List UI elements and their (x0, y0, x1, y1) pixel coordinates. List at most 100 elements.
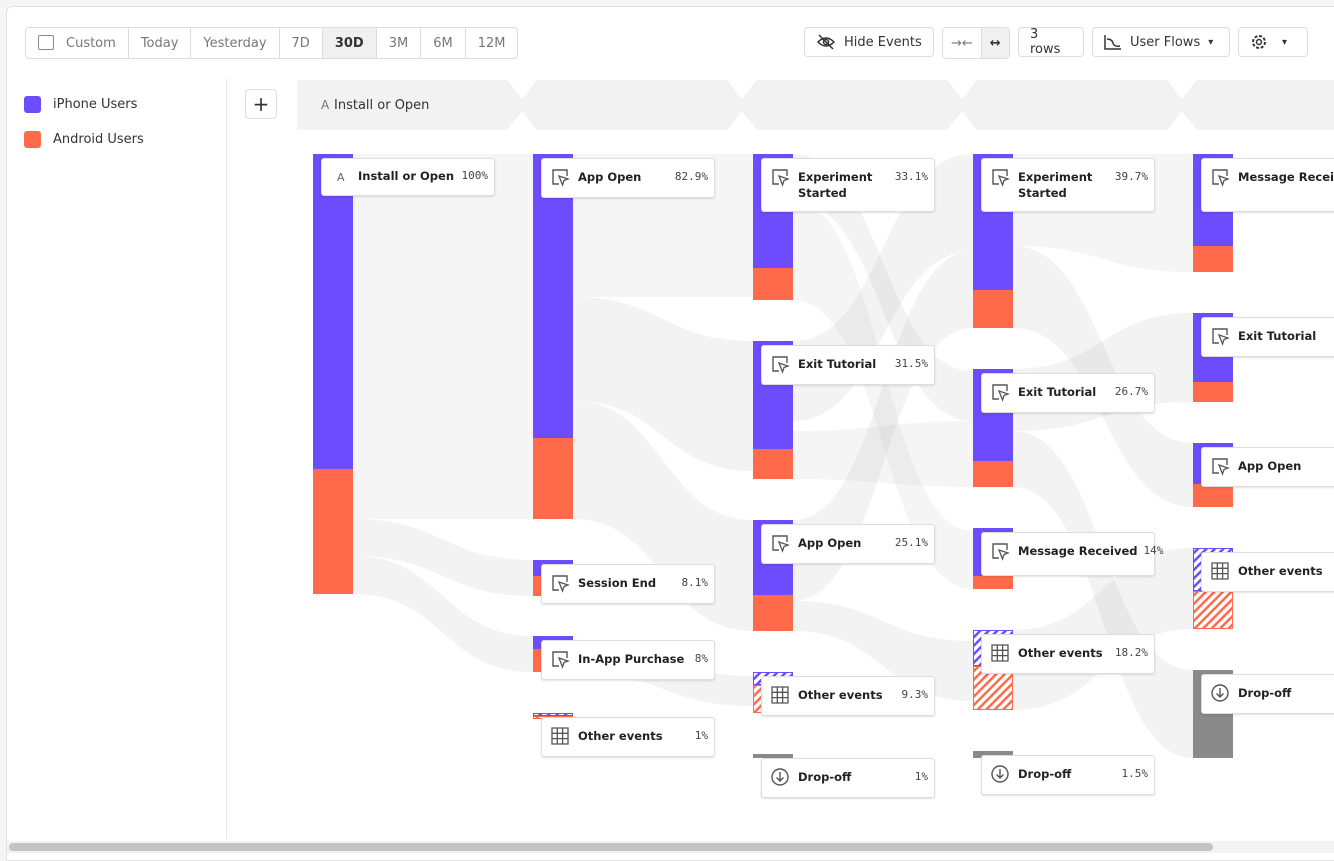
cursor-icon (997, 174, 1010, 187)
scrollbar[interactable] (7, 841, 1334, 853)
node-label: Message Received (1018, 544, 1138, 558)
node-card[interactable]: Other events 9.3% (761, 676, 935, 716)
dropoff-icon (1211, 684, 1229, 702)
node-card[interactable]: Experiment Started 39.7% (981, 158, 1155, 212)
cursor-icon (777, 540, 790, 553)
node-card[interactable]: Drop-off 1.5% (981, 755, 1155, 795)
hide-events-button[interactable]: Hide Events (804, 27, 934, 57)
collapse-button[interactable]: →← (943, 28, 982, 58)
node-icon (992, 543, 1010, 561)
node-card[interactable]: A Install or Open 100% (321, 158, 495, 196)
dropoff-arrow (1216, 688, 1224, 698)
legend-label: Android Users (53, 132, 144, 147)
cursor-icon (1217, 174, 1230, 187)
node-label: Other events (1018, 646, 1103, 660)
node-label: Exit Tutorial (1238, 329, 1317, 343)
calendar-icon (38, 35, 54, 50)
date-range-picker: Custom Today Yesterday 7D 30D 3M 6M 12M (25, 27, 519, 59)
node-card[interactable]: Exit Tutorial (1201, 317, 1334, 357)
date-range-option[interactable]: Today (129, 28, 192, 58)
node-card[interactable]: Other events 18.2% (981, 634, 1155, 674)
step-label: Install or Open (334, 98, 429, 113)
android-bar (1193, 591, 1233, 629)
node-label: Experiment Started (798, 170, 873, 200)
expand-button[interactable]: ↔ (981, 28, 1009, 58)
android-bar (1193, 484, 1233, 507)
event-icon (552, 575, 568, 591)
node-percent: 100% (461, 169, 489, 182)
node-card[interactable]: Drop-off (1201, 674, 1334, 714)
node-card[interactable]: App Open (1201, 447, 1334, 487)
node-card[interactable]: Message Received (1201, 158, 1334, 212)
chevron: ▾ (1208, 36, 1214, 48)
node-card[interactable]: Session End 8.1% (541, 564, 715, 604)
node-label: Drop-off (798, 770, 852, 784)
node-card[interactable]: In-App Purchase 8% (541, 640, 715, 680)
header-band (297, 80, 747, 130)
dropoff-icon (991, 765, 1009, 783)
dropoff-icon (771, 768, 789, 786)
node-percent: 1.5% (1121, 767, 1149, 780)
node-label: Install or Open (358, 169, 455, 183)
node-label: Exit Tutorial (798, 357, 877, 371)
view-label: User Flows (1130, 34, 1201, 50)
event-icon (992, 169, 1008, 185)
date-range-option[interactable]: 30D (322, 28, 377, 58)
step-header: A Install or Open (297, 80, 1334, 130)
view-button[interactable]: User Flows ▾ (1092, 27, 1230, 57)
node-label: Drop-off (1238, 686, 1292, 700)
node-icon (772, 356, 790, 374)
rows-button[interactable]: 3 rows (1018, 27, 1084, 57)
node-icon (992, 384, 1010, 402)
flow-canvas: A Install or Open (297, 80, 1334, 758)
add-step-button[interactable]: + (245, 89, 277, 119)
date-range-option[interactable]: 12M (477, 35, 506, 51)
android-bar (973, 576, 1013, 589)
iphone-bar (313, 154, 353, 469)
chevron: ▾ (1282, 36, 1288, 48)
node-card[interactable]: Exit Tutorial 31.5% (761, 345, 935, 385)
node-card[interactable]: App Open 82.9% (541, 158, 715, 198)
node-card[interactable]: Drop-off 1% (761, 758, 935, 798)
step-letter: A (321, 98, 330, 112)
node-label: Exit Tutorial (1018, 385, 1097, 399)
settings-button[interactable]: ▾ (1238, 27, 1308, 57)
node-card[interactable]: Other events (1201, 552, 1334, 592)
date-range-option[interactable]: 6M (421, 28, 466, 58)
legend-label: iPhone Users (53, 97, 138, 112)
scroll-thumb[interactable] (9, 843, 1213, 851)
hide-events-label: Hide Events (844, 34, 922, 50)
node-card[interactable]: App Open 25.1% (761, 524, 935, 564)
date-range-option[interactable]: Yesterday (191, 28, 280, 58)
date-range-option[interactable]: 7D (280, 28, 323, 58)
node-icon (551, 727, 569, 745)
node-icon (772, 169, 790, 187)
date-range-option[interactable]: 3M (377, 28, 422, 58)
node-percent: 26.7% (1114, 385, 1148, 398)
node-label: Other events (1238, 564, 1323, 578)
node-icon (771, 768, 789, 786)
node-label: Other events (578, 729, 663, 743)
node-card[interactable]: Message Received 14% (981, 532, 1163, 576)
android-bar (1193, 246, 1233, 272)
rows-label: 3 rows (1030, 27, 1061, 57)
node-card[interactable]: Experiment Started 33.1% (761, 158, 935, 212)
event-icon (992, 543, 1008, 559)
chart-icon (1104, 35, 1121, 50)
date-range-option[interactable]: Custom (26, 28, 129, 58)
node-icon (552, 575, 570, 593)
node-card[interactable]: Exit Tutorial 26.7% (981, 373, 1155, 413)
node-percent: 33.1% (894, 170, 928, 183)
legend-sidebar: iPhone Users Android Users (7, 79, 227, 839)
android-bar (313, 469, 353, 594)
node-percent: 39.7% (1114, 170, 1148, 183)
node-icon (991, 644, 1009, 662)
node-card[interactable]: Other events 1% (541, 717, 715, 757)
legend-item: iPhone Users (24, 96, 137, 113)
event-icon (552, 169, 568, 185)
node-percent: 1% (914, 770, 928, 783)
node-icon (1212, 458, 1230, 476)
node-label: App Open (1238, 459, 1302, 473)
node-percent: 25.1% (894, 536, 928, 549)
eye-off-icon (816, 34, 836, 50)
